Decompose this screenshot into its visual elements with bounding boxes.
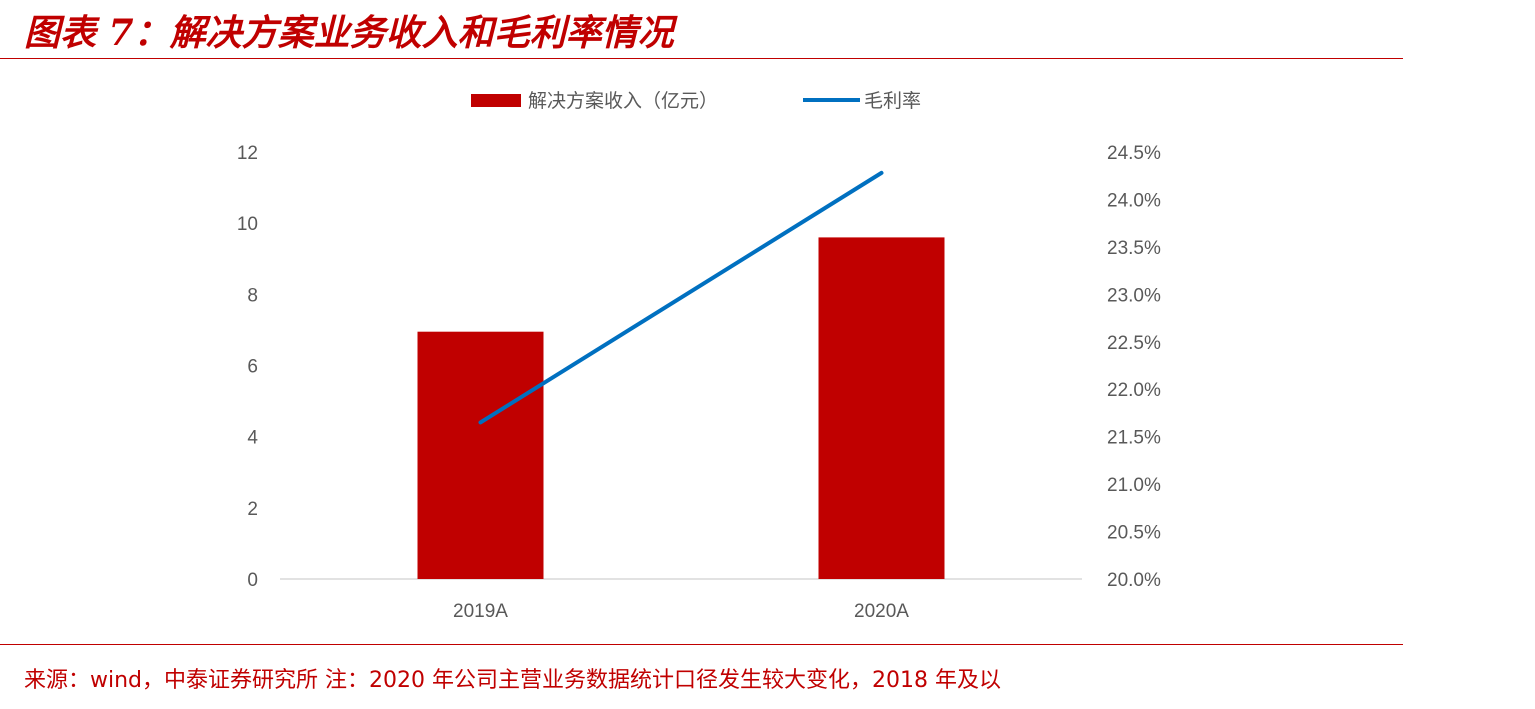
y-left-tick-label: 6 <box>247 357 258 378</box>
legend: 解决方案收入（亿元） 毛利率 <box>471 90 921 112</box>
footer-divider <box>0 644 1403 645</box>
y-right-tick-label: 21.5% <box>1107 428 1161 449</box>
y-right-tick-label: 21.0% <box>1107 475 1161 496</box>
bar <box>417 331 544 579</box>
y-left-tick-label: 8 <box>247 285 258 306</box>
series-line <box>478 170 884 425</box>
y-right-tick-label: 20.5% <box>1107 523 1161 544</box>
source-note: 来源：wind，中泰证券研究所 注：2020 年公司主营业务数据统计口径发生较大… <box>24 668 1001 693</box>
bar-series <box>417 237 945 579</box>
y-right-tick-label: 23.5% <box>1107 238 1161 259</box>
y-right-tick-label: 20.0% <box>1107 570 1161 591</box>
x-tick-label: 2020A <box>854 601 909 622</box>
y-right-tick-label: 22.0% <box>1107 380 1161 401</box>
y-right-tick-label: 24.5% <box>1107 143 1161 164</box>
bar <box>818 237 945 579</box>
y-left-tick-label: 2 <box>247 499 258 520</box>
y-right-tick-label: 23.0% <box>1107 285 1161 306</box>
legend-label-line: 毛利率 <box>864 90 921 112</box>
y-left-tick-label: 10 <box>237 214 258 235</box>
line-series <box>478 170 884 425</box>
axes: 0 2 4 6 8 10 12 20.0% 20.5% 21.0% 21.5% 22.0% 22.5% 2… <box>237 143 1161 622</box>
title-divider <box>0 58 1403 59</box>
y-left-tick-label: 0 <box>247 570 258 591</box>
y-left-tick-label: 12 <box>237 143 258 164</box>
y-right-tick-label: 24.0% <box>1107 190 1161 211</box>
legend-swatch-bar <box>471 94 521 107</box>
figure-title: 图表 7：解决方案业务收入和毛利率情况 <box>24 12 674 54</box>
legend-label-bar: 解决方案收入（亿元） <box>528 90 718 112</box>
y-right-tick-label: 22.5% <box>1107 333 1161 354</box>
x-tick-label: 2019A <box>453 601 508 622</box>
y-left-tick-label: 4 <box>247 428 258 449</box>
